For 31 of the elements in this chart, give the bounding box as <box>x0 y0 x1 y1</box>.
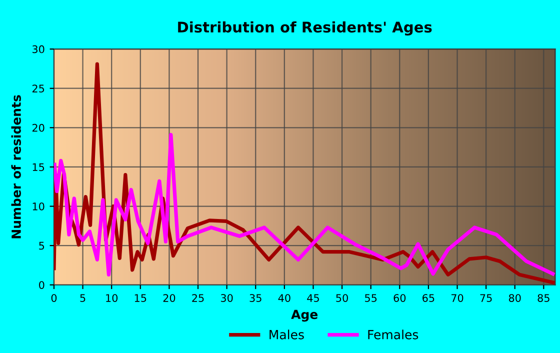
x-tick-label: 5 <box>80 294 86 302</box>
y-tick-label: 5 <box>39 242 44 250</box>
x-tick-label: 50 <box>336 294 348 302</box>
x-tick-label: 40 <box>278 294 290 302</box>
y-tick-label: 0 <box>39 281 44 289</box>
chart-title: Distribution of Residents' Ages <box>178 21 432 36</box>
x-tick-label: 70 <box>451 294 464 302</box>
y-tick-label: 15 <box>32 163 44 172</box>
y-tick-label: 30 <box>32 45 44 54</box>
legend-label: Males <box>270 330 304 340</box>
y-tick-label: 10 <box>32 202 44 210</box>
x-tick-label: 15 <box>134 294 146 302</box>
x-tick-label: 85 <box>538 294 550 302</box>
x-tick-label: 80 <box>508 294 521 302</box>
x-tick-label: 30 <box>220 294 233 302</box>
x-tick-label: 55 <box>365 294 377 302</box>
x-tick-label: 75 <box>480 294 492 302</box>
legend-label: Females <box>368 330 418 340</box>
x-tick-label: 65 <box>422 294 434 302</box>
x-tick-label: 10 <box>106 294 118 302</box>
y-tick-label: 20 <box>32 124 44 132</box>
x-tick-label: 25 <box>192 294 204 302</box>
y-tick-label: 25 <box>32 84 44 92</box>
x-tick-label: 45 <box>307 294 319 302</box>
x-tick-label: 35 <box>250 294 262 302</box>
x-tick-label: 20 <box>163 294 176 302</box>
line-series <box>54 132 555 276</box>
y-axis-title: Number of residents <box>11 95 21 238</box>
x-axis-title: Age <box>291 310 318 322</box>
x-tick-label: 60 <box>394 294 406 302</box>
x-tick-label: 0 <box>51 294 57 302</box>
